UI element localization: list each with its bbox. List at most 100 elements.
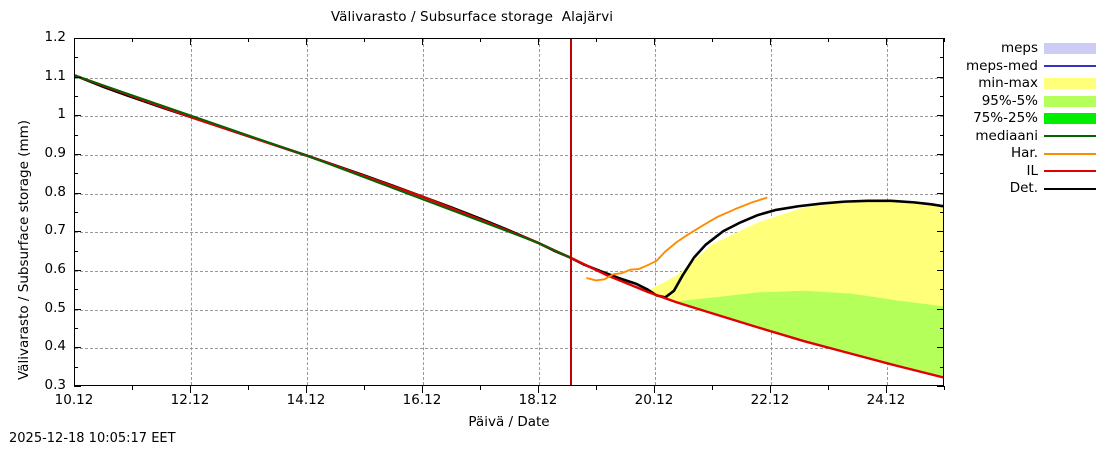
x-axis-tick-mark (538, 386, 539, 393)
legend-item-swatch (1044, 78, 1096, 90)
gridline-vertical (655, 39, 656, 385)
legend-item-label: Har. (1010, 145, 1038, 161)
y-axis-tick-mark (74, 347, 81, 349)
y-axis-tick-label: 0.4 (44, 338, 66, 355)
x-axis-minor-tick (364, 386, 365, 390)
y-axis-minor-tick (74, 173, 78, 175)
x-axis-tick-mark (654, 38, 655, 45)
y-axis-minor-tick (940, 134, 944, 136)
y-axis-minor-tick (940, 366, 944, 368)
legend-item-har-: Har. (960, 145, 1096, 163)
x-axis-tick-label: 24.12 (866, 392, 906, 408)
x-axis-minor-tick (944, 38, 945, 42)
x-axis-minor-tick (596, 386, 597, 390)
legend-item-label: Det. (1009, 180, 1038, 196)
chart-legend: meps meps-med min-max 95%-5% 75%-25% mediaani… (960, 40, 1096, 198)
legend-item-label: 75%-25% (973, 110, 1038, 126)
legend-item-min-max: min-max (960, 75, 1096, 93)
x-axis-tick-mark (306, 38, 307, 45)
x-axis-tick-label: 18.12 (518, 392, 558, 408)
gridline-vertical (539, 39, 540, 385)
y-axis-minor-tick (74, 366, 78, 368)
x-axis-tick-mark (538, 38, 539, 45)
x-axis-minor-tick (248, 386, 249, 390)
x-axis-minor-tick (132, 386, 133, 390)
gridline-horizontal (75, 155, 943, 156)
y-axis-minor-tick (940, 57, 944, 59)
y-axis-tick-mark (937, 154, 944, 155)
legend-item-swatch (1044, 95, 1096, 107)
legend-item-swatch (1044, 43, 1096, 55)
x-axis-minor-tick (248, 38, 249, 42)
legend-item-75-25-: 75%-25% (960, 110, 1096, 128)
x-axis-minor-tick (828, 386, 829, 390)
y-axis-tick-label: 1.1 (44, 67, 66, 84)
plot-area (74, 38, 944, 386)
x-axis-minor-tick (596, 38, 597, 42)
y-axis-tick-mark (937, 76, 944, 78)
gridline-horizontal (75, 193, 943, 195)
legend-item-label: meps (1000, 40, 1038, 56)
x-axis-minor-tick (712, 386, 713, 390)
x-axis-tick-mark (654, 386, 655, 393)
y-axis-minor-tick (74, 212, 78, 213)
x-axis-minor-tick (712, 38, 713, 42)
x-axis-tick-mark (886, 38, 887, 45)
legend-item-label: min-max (978, 75, 1038, 91)
y-axis-minor-tick (74, 250, 78, 252)
y-axis-tick-label: 0.6 (44, 261, 66, 277)
y-axis-minor-tick (940, 173, 944, 175)
x-axis-minor-tick (944, 386, 945, 390)
x-axis-minor-tick (480, 386, 481, 390)
y-axis-minor-tick (74, 134, 78, 136)
series-line-mediaani (75, 74, 571, 259)
legend-item-det-: Det. (960, 180, 1096, 198)
gridline-horizontal (75, 348, 943, 350)
x-axis-tick-mark (422, 38, 423, 45)
x-axis-tick-label: 12.12 (170, 392, 210, 408)
y-axis-minor-tick (940, 96, 944, 97)
y-axis-tick-mark (937, 38, 944, 39)
y-axis-minor-tick (940, 250, 944, 252)
x-axis-tick-mark (770, 38, 771, 45)
y-axis-minor-tick (940, 328, 944, 329)
x-axis-minor-tick (480, 38, 481, 42)
legend-item-label: IL (1026, 162, 1038, 179)
legend-item-meps-med: meps-med (960, 58, 1096, 76)
y-axis-minor-tick (74, 289, 78, 291)
y-axis-minor-tick (940, 289, 944, 291)
y-axis-tick-label: 0.9 (44, 145, 66, 161)
y-axis-tick-label: 1.2 (44, 29, 66, 45)
x-axis-tick-mark (306, 386, 307, 393)
series-line-har- (586, 196, 768, 282)
band-95-5- (569, 257, 943, 378)
x-axis-title: Päivä / Date (468, 414, 550, 430)
x-axis-tick-label: 20.12 (634, 392, 674, 408)
legend-item-label: 95%-5% (981, 92, 1038, 109)
legend-item-label: meps-med (966, 57, 1038, 74)
chart-data-layer (75, 74, 943, 379)
y-axis-tick-label: 1 (57, 106, 66, 123)
gridline-horizontal (75, 271, 943, 272)
legend-item-mediaani: mediaani (960, 128, 1096, 146)
legend-item-il: IL (960, 163, 1096, 181)
y-axis-tick-mark (74, 115, 81, 117)
gridline-vertical (191, 39, 192, 385)
legend-item-95-5-: 95%-5% (960, 93, 1096, 111)
gridline-horizontal (75, 309, 943, 311)
y-axis-tick-label: 0.8 (44, 183, 66, 200)
y-axis-tick-mark (937, 386, 944, 387)
y-axis-tick-mark (74, 154, 81, 155)
y-axis-tick-mark (74, 192, 81, 194)
y-axis-tick-label: 0.7 (44, 222, 66, 239)
y-axis-tick-mark (937, 115, 944, 117)
timestamp-label: 2025-12-18 10:05:17 EET (9, 431, 176, 446)
y-axis-minor-tick (940, 212, 944, 213)
y-axis-tick-mark (937, 192, 944, 194)
chart-title: Välivarasto / Subsurface storage Alajärv… (330, 9, 614, 25)
x-axis-minor-tick (828, 38, 829, 42)
legend-item-label: mediaani (975, 127, 1038, 144)
x-axis-tick-label: 14.12 (286, 392, 326, 408)
gridline-vertical (423, 39, 424, 385)
